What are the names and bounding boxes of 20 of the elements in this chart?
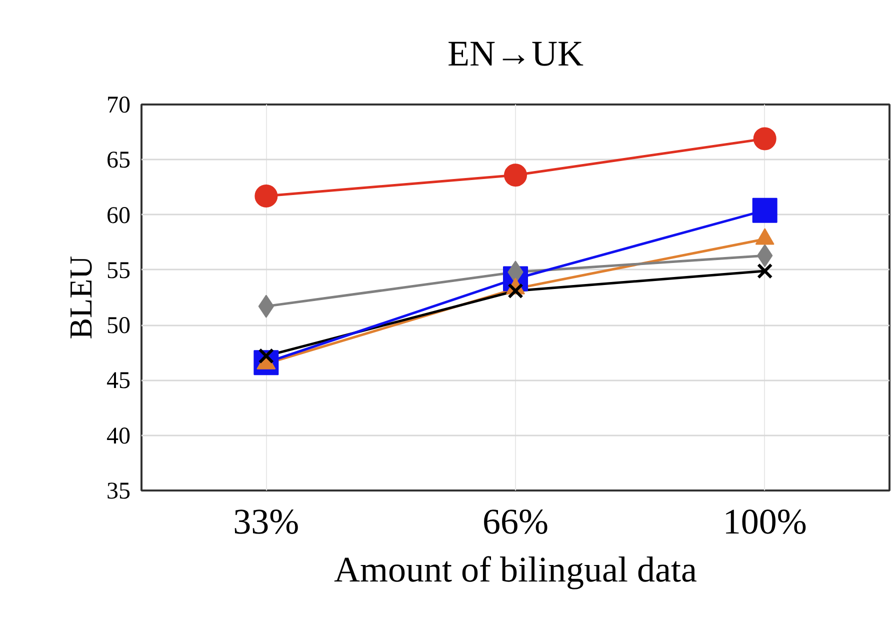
y-tick-label: 45 bbox=[106, 368, 130, 394]
x-tick-label: 33% bbox=[233, 502, 300, 542]
y-tick-label: 70 bbox=[106, 92, 130, 118]
x-axis-title: Amount of bilingual data bbox=[334, 550, 697, 590]
y-tick-label: 65 bbox=[106, 148, 130, 174]
point bbox=[508, 283, 524, 299]
x-tick-label: 66% bbox=[482, 502, 549, 542]
y-axis-title: BLEU bbox=[62, 256, 98, 340]
y-tick-label: 35 bbox=[106, 478, 130, 504]
point bbox=[504, 164, 527, 187]
point bbox=[254, 184, 278, 208]
y-tick-label: 60 bbox=[106, 202, 130, 229]
chart-title: EN→UK bbox=[448, 34, 584, 74]
y-tick-label: 40 bbox=[106, 423, 130, 450]
point bbox=[756, 263, 773, 279]
point bbox=[752, 198, 778, 223]
point bbox=[753, 127, 776, 150]
y-tick-label: 50 bbox=[106, 313, 130, 340]
y-tick-label: 55 bbox=[106, 258, 130, 284]
x-tick-label: 100% bbox=[722, 502, 807, 542]
